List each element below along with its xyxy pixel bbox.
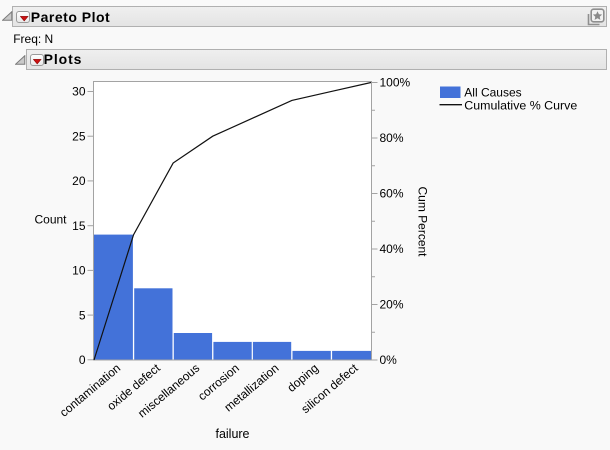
- svg-text:25: 25: [72, 129, 86, 143]
- svg-text:0%: 0%: [380, 353, 398, 367]
- svg-text:30: 30: [72, 85, 86, 99]
- svg-text:10: 10: [72, 264, 86, 278]
- svg-text:60%: 60%: [380, 187, 404, 201]
- svg-text:100%: 100%: [380, 76, 411, 90]
- svg-text:doping: doping: [284, 361, 321, 395]
- svg-text:Count: Count: [34, 212, 67, 226]
- svg-text:Cum Percent: Cum Percent: [415, 186, 429, 257]
- svg-text:All Causes: All Causes: [464, 85, 521, 99]
- svg-text:40%: 40%: [380, 242, 404, 256]
- svg-text:80%: 80%: [380, 131, 404, 145]
- svg-text:20: 20: [72, 174, 86, 188]
- svg-text:5: 5: [79, 308, 86, 322]
- svg-text:Cumulative % Curve: Cumulative % Curve: [464, 98, 577, 112]
- svg-text:0: 0: [79, 353, 86, 367]
- svg-text:failure: failure: [215, 427, 249, 441]
- svg-text:20%: 20%: [380, 298, 404, 312]
- svg-text:15: 15: [72, 219, 86, 233]
